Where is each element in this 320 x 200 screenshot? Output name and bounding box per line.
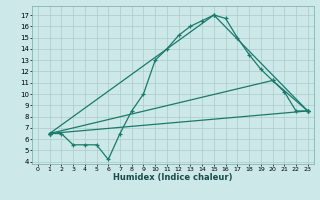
X-axis label: Humidex (Indice chaleur): Humidex (Indice chaleur)	[113, 173, 233, 182]
